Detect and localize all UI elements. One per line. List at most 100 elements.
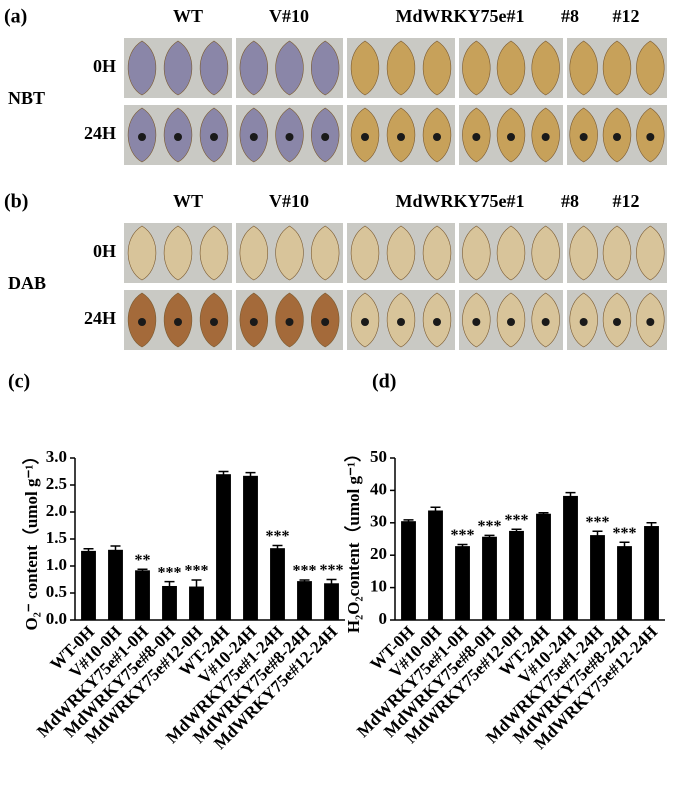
- wound: [249, 133, 258, 141]
- y-axis-label: O₂⁻ content（umol g⁻¹）: [21, 447, 41, 630]
- wound: [507, 318, 515, 326]
- error-bar: [83, 547, 94, 554]
- y-tick-label: 40: [370, 479, 387, 498]
- wound: [285, 318, 294, 326]
- bar: [162, 585, 177, 620]
- wound: [210, 318, 218, 326]
- y-tick-label: 10: [370, 577, 387, 596]
- row-label: 24H: [84, 123, 116, 143]
- error-bar: [326, 578, 337, 588]
- leaf: [199, 40, 229, 96]
- error-bar: [218, 470, 229, 477]
- y-tick-label: 3.0: [46, 447, 67, 466]
- error-bar: [484, 534, 495, 539]
- error-bar: [110, 545, 121, 554]
- error-bar: [245, 471, 256, 480]
- panel-label: (a): [4, 6, 27, 28]
- group-label: MdWRKY75e#1: [396, 191, 525, 211]
- bar: [509, 530, 524, 620]
- bar: [189, 586, 204, 620]
- significance: ***: [158, 564, 182, 581]
- bar: [563, 495, 578, 620]
- leaf: [636, 40, 665, 96]
- wound: [507, 133, 515, 141]
- row-label: 0H: [93, 56, 116, 76]
- group-label: V#10: [269, 6, 309, 26]
- group-label: #8: [561, 6, 579, 26]
- error-bar: [619, 541, 630, 551]
- group-label: WT: [173, 6, 203, 26]
- stain-label: NBT: [8, 88, 45, 108]
- wound: [397, 318, 405, 326]
- wound: [321, 133, 330, 141]
- significance: ***: [586, 514, 610, 531]
- bar: [401, 521, 416, 620]
- leaf: [311, 225, 340, 281]
- group-label: #8: [561, 191, 579, 211]
- wound: [613, 133, 621, 141]
- bar: [108, 549, 123, 620]
- wound: [472, 133, 481, 141]
- leaf: [602, 40, 632, 96]
- bar: [482, 536, 497, 620]
- error-bar: [137, 568, 148, 572]
- wound: [646, 133, 655, 141]
- leaf: [275, 225, 304, 281]
- bar: [270, 548, 285, 620]
- wound: [541, 318, 550, 326]
- bar: [243, 475, 258, 620]
- significance: **: [135, 552, 151, 569]
- leaf: [531, 40, 560, 96]
- wound: [613, 318, 621, 326]
- error-bar: [565, 491, 576, 500]
- significance: ***: [266, 528, 290, 545]
- leaf: [239, 40, 268, 96]
- wound: [541, 133, 550, 141]
- error-bar: [403, 519, 414, 523]
- wound: [579, 133, 588, 141]
- significance: ***: [613, 525, 637, 542]
- group-label: MdWRKY75e#1: [396, 6, 525, 26]
- wound: [579, 318, 588, 326]
- leaf: [127, 40, 157, 96]
- row-label: 0H: [93, 241, 116, 261]
- wound: [210, 133, 218, 141]
- bar: [644, 526, 659, 620]
- error-bar: [538, 512, 549, 515]
- wound: [285, 133, 294, 141]
- y-tick-label: 30: [370, 512, 387, 531]
- bar: [428, 510, 443, 620]
- y-tick-label: 20: [370, 544, 387, 563]
- significance: ***: [320, 562, 344, 579]
- bar: [455, 546, 470, 620]
- significance: ***: [185, 563, 209, 580]
- wound: [433, 318, 441, 326]
- leaf: [163, 225, 193, 281]
- wound: [433, 133, 441, 141]
- bar: [216, 474, 231, 620]
- bar: [617, 546, 632, 620]
- y-axis-label: H₂O₂content（umol g⁻¹）: [343, 445, 363, 633]
- bar: [590, 535, 605, 620]
- error-bar: [430, 506, 441, 514]
- error-bar: [272, 544, 283, 551]
- wound: [138, 133, 146, 141]
- leaf: [462, 225, 491, 281]
- leaf: [462, 40, 491, 96]
- leaf: [127, 225, 157, 281]
- wound: [249, 318, 258, 326]
- leaf: [275, 40, 304, 96]
- leaf: [496, 225, 526, 281]
- error-bar: [164, 580, 175, 591]
- wound: [472, 318, 481, 326]
- y-tick-label: 1.0: [46, 555, 67, 574]
- leaf: [199, 225, 229, 281]
- wound: [321, 318, 330, 326]
- leaf: [386, 40, 416, 96]
- leaf: [350, 40, 380, 96]
- leaf: [422, 225, 452, 281]
- wound: [646, 318, 655, 326]
- error-bar: [299, 579, 310, 583]
- leaf: [163, 40, 193, 96]
